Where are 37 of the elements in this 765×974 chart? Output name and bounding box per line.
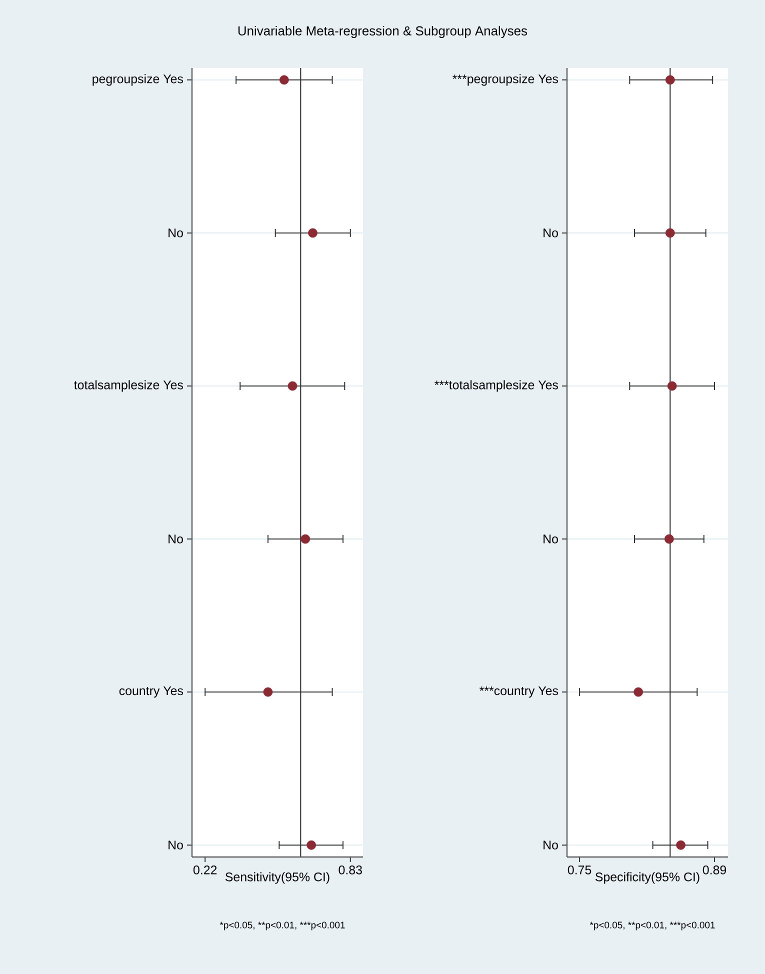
text: *p<0.05, bbox=[590, 922, 624, 930]
y-tick-label: country Yes bbox=[119, 686, 184, 698]
y-tick-label: No bbox=[544, 534, 558, 544]
point bbox=[667, 381, 677, 391]
text: ***p<0.001 bbox=[670, 922, 715, 930]
point bbox=[665, 228, 675, 238]
point bbox=[288, 381, 298, 391]
x-tick-label: 0.22 bbox=[193, 866, 217, 874]
x-axis-title: Specificity(95% CI) bbox=[595, 872, 700, 884]
y-tick-label: No bbox=[168, 840, 183, 850]
text: **p<0.01, bbox=[258, 922, 296, 930]
x-tick-label: 0.89 bbox=[702, 866, 726, 874]
point bbox=[634, 687, 644, 697]
y-tick-label: ***country Yes bbox=[480, 686, 558, 698]
point bbox=[676, 840, 686, 850]
text: **p<0.01, bbox=[628, 922, 666, 930]
point bbox=[300, 534, 310, 544]
y-tick-label: No bbox=[168, 534, 183, 544]
point bbox=[263, 687, 273, 697]
y-tick-label: No bbox=[544, 840, 558, 850]
y-tick-label: ***pegroupsize Yes bbox=[452, 74, 558, 86]
point bbox=[308, 228, 318, 238]
x-axis-title: Sensitivity(95% CI) bbox=[225, 872, 330, 884]
chart-title: Univariable Meta-regression & Subgroup Analyses bbox=[238, 26, 528, 38]
x-tick-label: 0.83 bbox=[338, 866, 362, 874]
point bbox=[665, 75, 675, 85]
y-tick-label: No bbox=[544, 228, 558, 238]
y-tick-label: pegroupsize Yes bbox=[92, 74, 184, 86]
point bbox=[279, 75, 289, 85]
y-tick-label: No bbox=[168, 228, 183, 238]
x-tick-label: 0.75 bbox=[568, 866, 592, 874]
y-tick-label: ***totalsamplesize Yes bbox=[434, 380, 558, 392]
text: *p<0.05, bbox=[220, 922, 254, 930]
y-tick-label: totalsamplesize Yes bbox=[74, 380, 184, 392]
point bbox=[306, 840, 316, 850]
point bbox=[664, 534, 674, 544]
text: ***p<0.001 bbox=[300, 922, 345, 930]
